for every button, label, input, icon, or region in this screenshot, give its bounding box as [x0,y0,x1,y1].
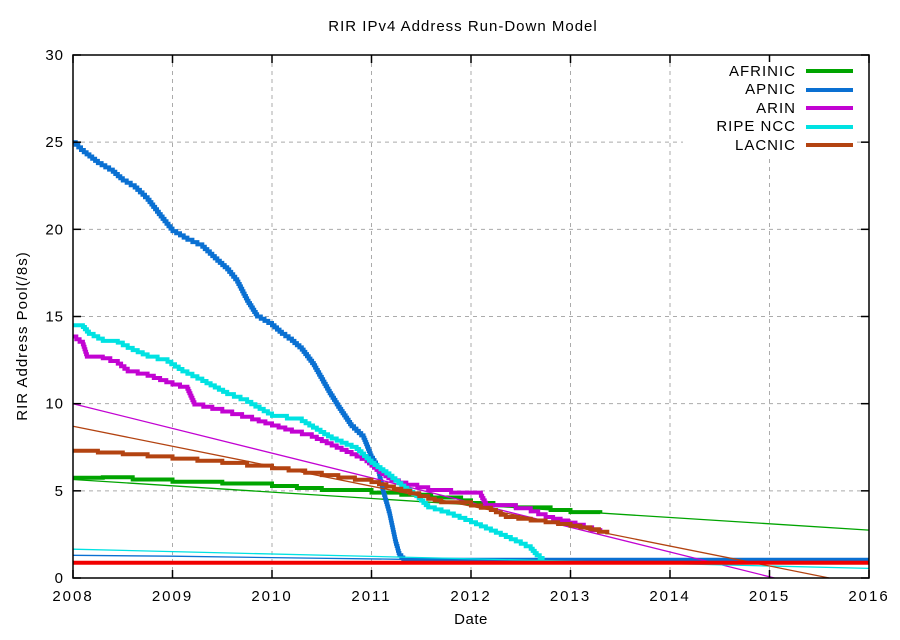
y-tick-label: 10 [45,396,64,413]
x-tick-label: 2009 [152,588,193,605]
x-tick-label: 2013 [550,588,591,605]
y-tick-label: 20 [45,221,64,238]
y-tick-label: 30 [45,47,64,64]
x-tick-label: 2011 [351,588,391,605]
legend-swatch [806,106,853,111]
y-tick-label: 0 [55,570,64,587]
legend-swatch [806,143,853,148]
series-arin-actual [73,334,603,533]
legend-label: LACNIC [734,136,796,154]
legend-item-apnic: APNIC [683,81,853,100]
x-tick-label: 2016 [848,588,889,605]
legend-swatch [806,69,853,74]
y-tick-label: 5 [55,483,64,500]
y-axis-title: RIR Address Pool(/8s) [14,251,31,421]
y-tick-label: 25 [45,134,64,151]
legend-label: RIPE NCC [716,118,796,136]
x-tick-label: 2010 [251,588,292,605]
legend-swatch [806,87,853,92]
legend-label: AFRINIC [729,62,796,80]
series-arin-model [72,403,775,579]
legend-item-afrinic: AFRINIC [683,62,853,81]
legend-label: APNIC [745,81,796,99]
legend-label: ARIN [756,99,796,117]
chart-title: RIR IPv4 Address Run-Down Model [328,18,598,35]
series-lacnic-actual [73,448,610,535]
x-tick-label: 2012 [450,588,491,605]
x-tick-label: 2015 [749,588,790,605]
x-tick-label: 2014 [649,588,690,605]
series-apnic-actual [73,140,869,562]
y-tick-label: 15 [45,309,64,326]
series-ripe-ncc-model [72,548,870,570]
legend-item-ripe-ncc: RIPE NCC [683,118,853,137]
legend-swatch [806,124,853,129]
series-ripe-ncc-actual [73,323,545,561]
legend-item-arin: ARIN [683,99,853,118]
legend: AFRINIC APNIC ARIN RIPE NCC LACNIC [683,62,853,155]
legend-item-lacnic: LACNIC [683,136,853,155]
x-tick-label: 2008 [52,588,93,605]
x-axis-title: Date [454,611,488,628]
